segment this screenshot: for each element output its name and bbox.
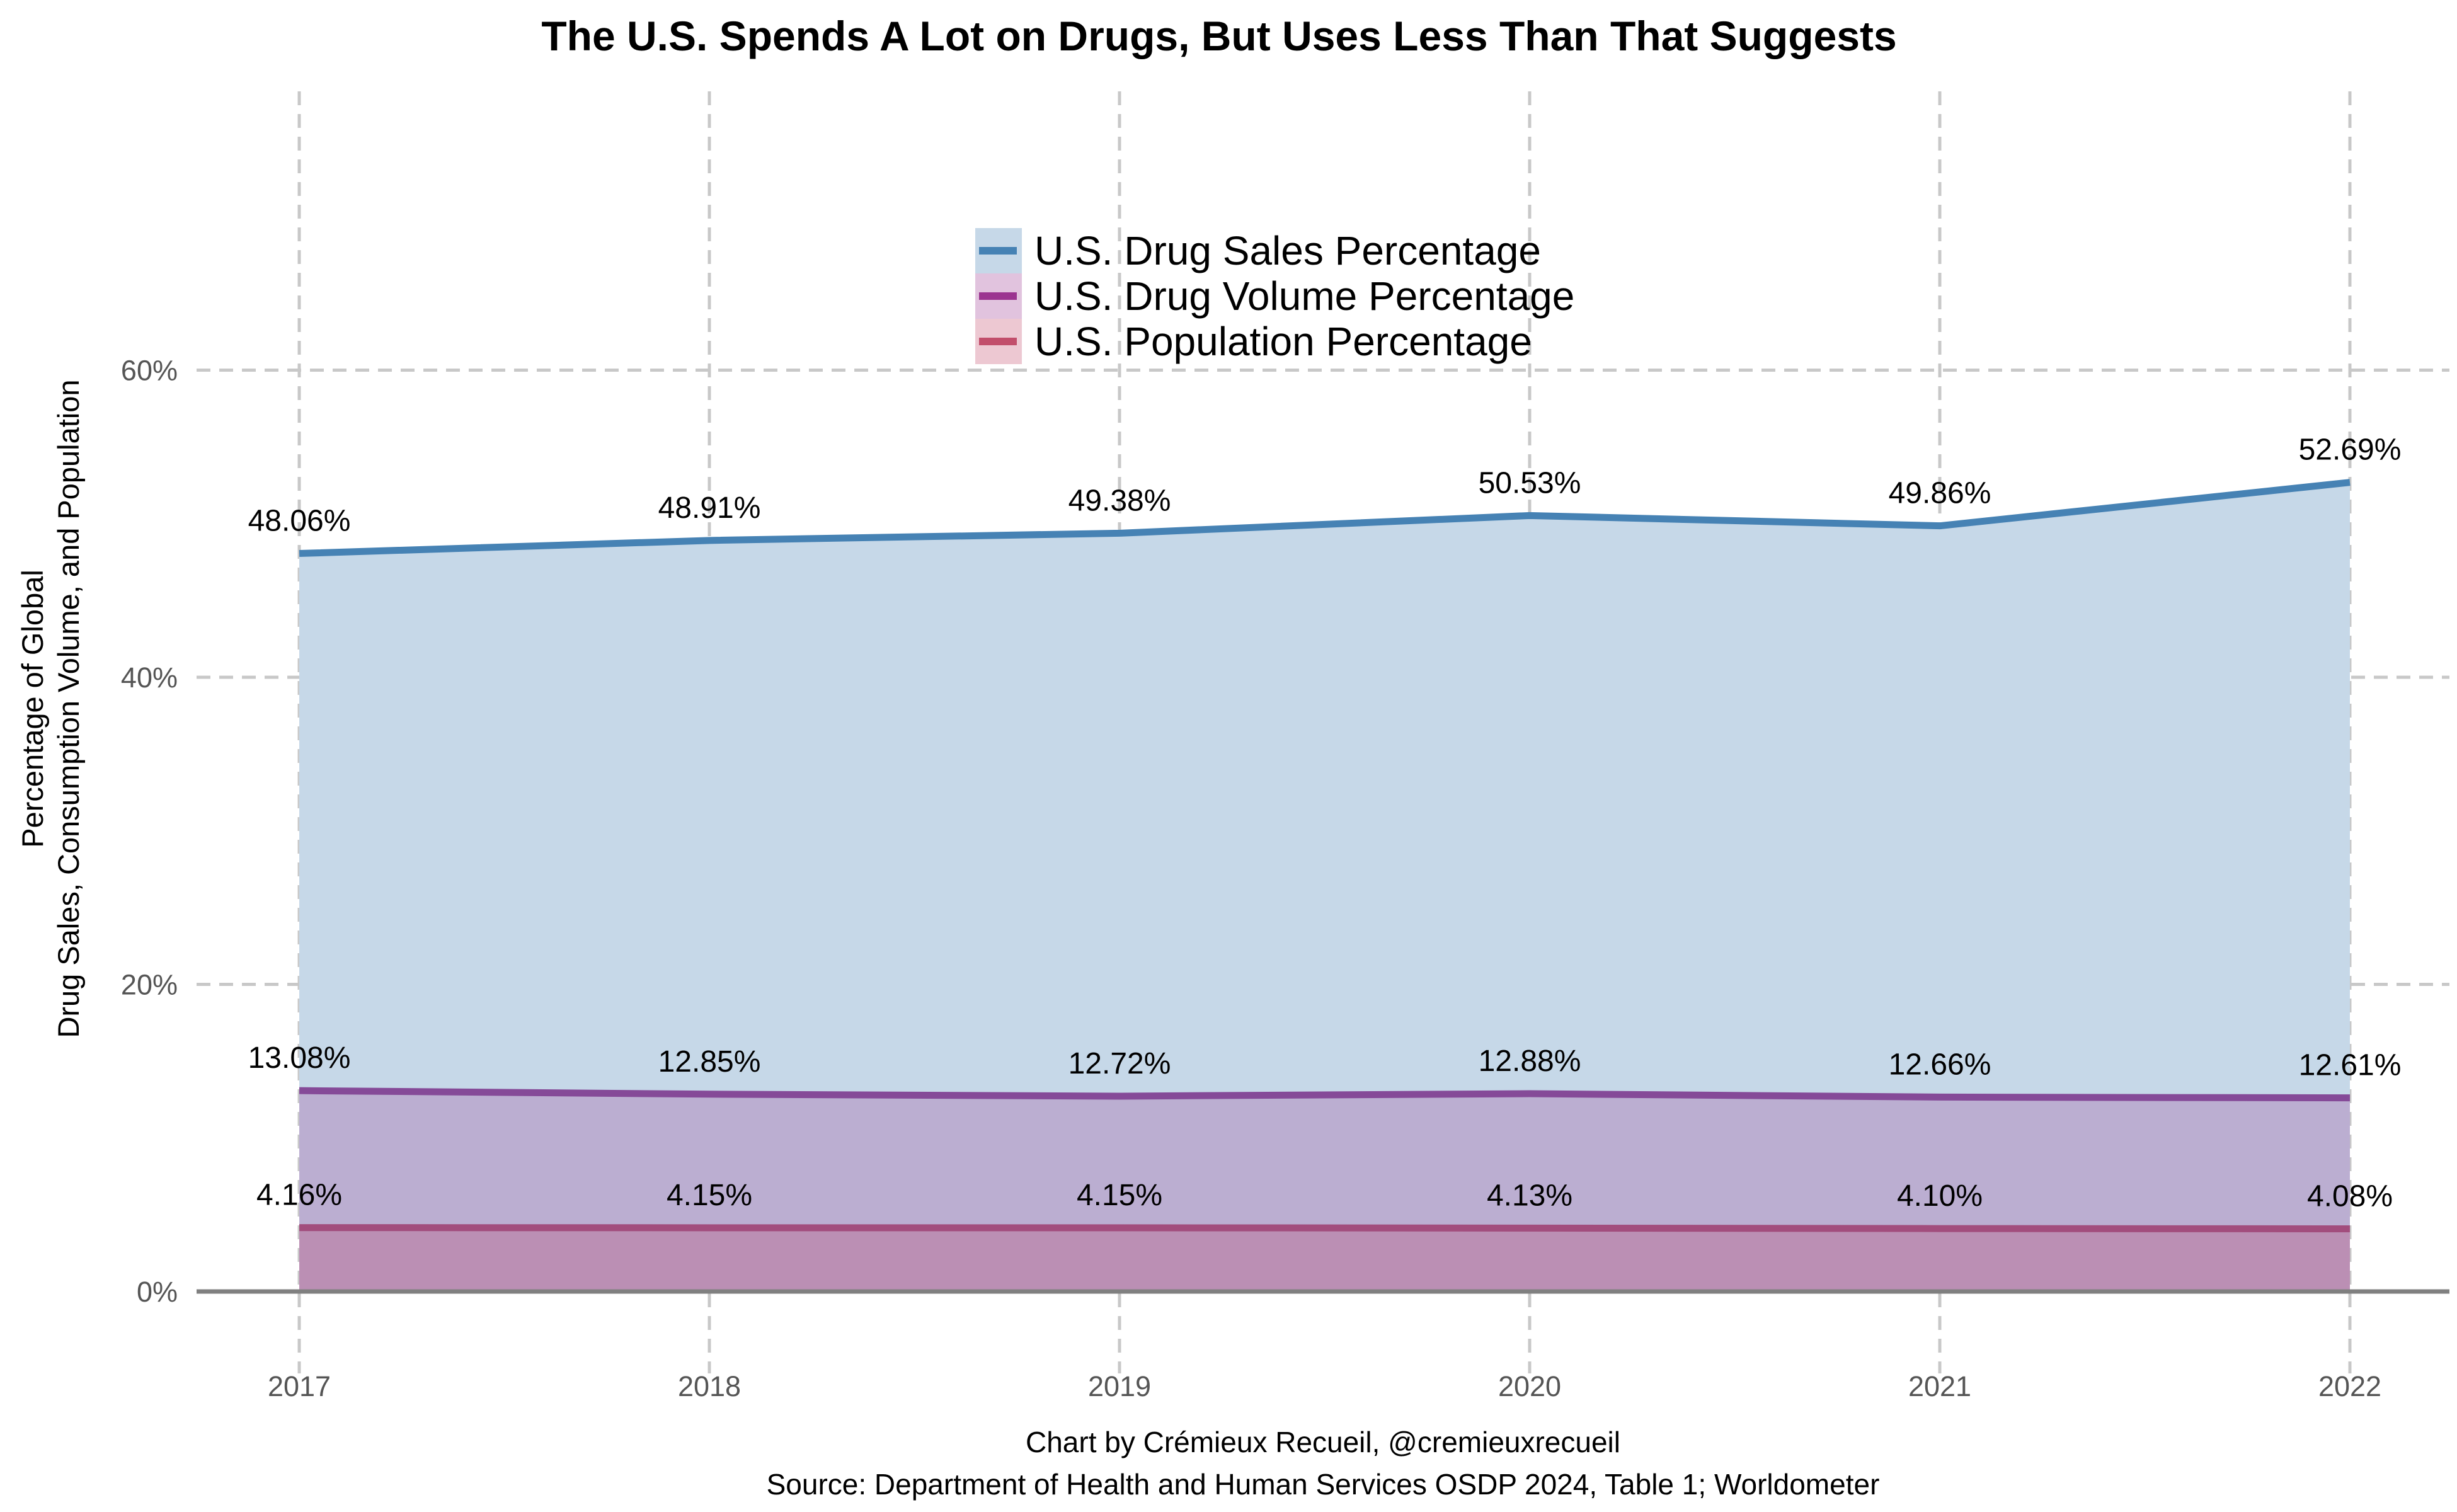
area-fills — [299, 482, 2350, 1292]
x-tick-label: 2018 — [678, 1370, 741, 1402]
x-tick-label: 2019 — [1088, 1370, 1151, 1402]
data-label: 12.61% — [2299, 1049, 2402, 1082]
data-label: 4.13% — [1487, 1179, 1572, 1212]
y-axis-title: Percentage of Global Drug Sales, Consump… — [16, 379, 85, 1038]
data-label: 12.85% — [658, 1045, 761, 1079]
data-label: 13.08% — [248, 1041, 351, 1075]
legend-label: U.S. Drug Volume Percentage — [1034, 273, 1574, 319]
y-tick-labels: 0% 20% 40% 60% — [121, 355, 178, 1309]
series-line-2 — [299, 1224, 2351, 1233]
data-label: 50.53% — [1479, 466, 1581, 500]
y-tick-label: 0% — [137, 1276, 178, 1308]
data-label: 4.10% — [1897, 1179, 1983, 1213]
footer-source: Source: Department of Health and Human S… — [767, 1468, 1880, 1501]
data-label: 4.15% — [1077, 1179, 1162, 1212]
data-label: 49.86% — [1889, 477, 1991, 510]
data-label: 4.16% — [256, 1179, 342, 1212]
data-labels: 48.06% 48.91% 49.38% 50.53% 49.86% 52.69% 13.0… — [248, 433, 2402, 1213]
x-tick-label: 2021 — [1908, 1370, 1971, 1402]
legend-line — [979, 338, 1017, 345]
footer-credit: Chart by Crémieux Recueil, @cremieuxrecu… — [1026, 1426, 1620, 1458]
series-line-1 — [299, 1087, 2351, 1102]
x-tick-label: 2022 — [2318, 1370, 2381, 1402]
chart-title: The U.S. Spends A Lot on Drugs, But Uses… — [541, 13, 1896, 59]
data-label: 49.38% — [1068, 484, 1171, 517]
y-axis-title-line-1: Percentage of Global — [16, 570, 49, 848]
x-tick-labels: 2017 2018 2019 2020 2021 2022 — [268, 1370, 2381, 1402]
data-label: 48.91% — [658, 491, 761, 525]
area-2 — [299, 1227, 2350, 1292]
legend-label: U.S. Drug Sales Percentage — [1034, 228, 1541, 273]
data-label: 4.15% — [667, 1179, 752, 1212]
y-tick-label: 20% — [121, 969, 178, 1001]
series-line-0 — [299, 479, 2351, 558]
legend-label: U.S. Population Percentage — [1034, 319, 1532, 364]
legend-line — [979, 247, 1017, 255]
area-0 — [299, 482, 2350, 1292]
x-tick-label: 2020 — [1498, 1370, 1561, 1402]
data-label: 12.88% — [1479, 1045, 1581, 1078]
data-label: 52.69% — [2299, 433, 2402, 467]
data-label: 12.66% — [1889, 1048, 1991, 1081]
data-label: 48.06% — [248, 505, 351, 538]
y-axis-title-line-2: Drug Sales, Consumption Volume, and Popu… — [52, 379, 85, 1038]
legend-line — [979, 292, 1017, 300]
y-tick-label: 60% — [121, 355, 178, 387]
y-tick-label: 40% — [121, 662, 178, 694]
series-lines — [299, 479, 2351, 1233]
x-tick-label: 2017 — [268, 1370, 331, 1402]
data-label: 4.08% — [2307, 1180, 2393, 1213]
data-label: 12.72% — [1068, 1047, 1171, 1080]
